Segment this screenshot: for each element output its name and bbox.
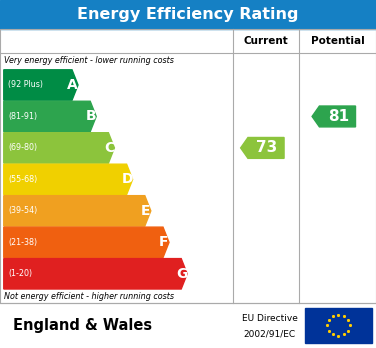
Text: D: D [121,172,133,187]
Text: Energy Efficiency Rating: Energy Efficiency Rating [77,7,299,22]
Text: 2002/91/EC: 2002/91/EC [244,329,296,338]
Polygon shape [4,259,187,289]
Text: B: B [86,110,96,124]
Polygon shape [4,101,96,132]
Polygon shape [4,227,169,258]
Text: (1-20): (1-20) [8,269,32,278]
Text: EU Directive: EU Directive [242,314,298,323]
Bar [0,0,376,29]
Text: Current: Current [244,36,288,46]
Bar [0,29,376,303]
Text: (81-91): (81-91) [8,112,37,121]
Text: (55-68): (55-68) [8,175,38,184]
Polygon shape [4,70,78,100]
Polygon shape [4,133,114,163]
Text: (69-80): (69-80) [8,143,37,152]
Text: (39-54): (39-54) [8,206,38,215]
Text: A: A [67,78,78,92]
Polygon shape [312,106,355,127]
Text: (92 Plus): (92 Plus) [8,80,43,89]
Text: E: E [141,204,150,218]
Text: Not energy efficient - higher running costs: Not energy efficient - higher running co… [4,292,174,301]
Text: G: G [176,267,188,281]
Bar [305,308,372,343]
Text: 81: 81 [328,109,349,124]
Text: (21-38): (21-38) [8,238,37,247]
Polygon shape [4,196,151,226]
Text: Very energy efficient - lower running costs: Very energy efficient - lower running co… [4,56,174,65]
Text: England & Wales: England & Wales [13,318,152,333]
Polygon shape [4,164,133,195]
Text: C: C [104,141,114,155]
Text: F: F [159,235,168,249]
Text: Potential: Potential [311,36,364,46]
Polygon shape [241,137,284,158]
Text: 73: 73 [256,141,277,156]
